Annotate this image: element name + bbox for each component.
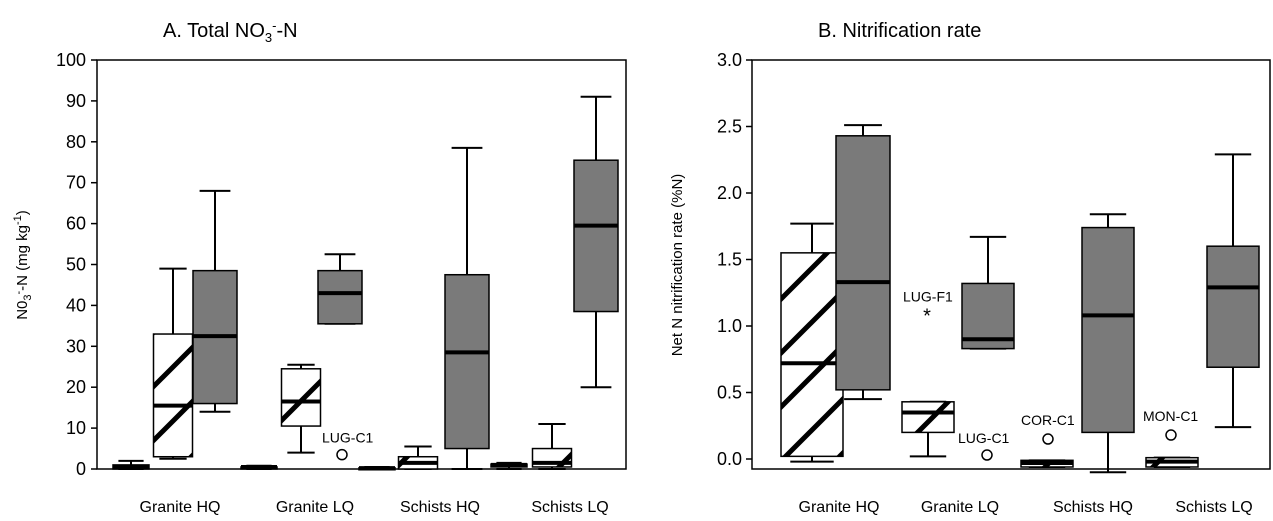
- panel-a-filled-box: [444, 146, 490, 470]
- panel-a-hatched-box: [531, 423, 573, 470]
- panel-b-outlier-label: MON-C1: [1143, 408, 1198, 424]
- panel-a-small-box: [112, 459, 150, 470]
- panel-a-small-box: [490, 461, 528, 470]
- panel-a-boxes: LUG-C1: [112, 95, 619, 471]
- panel-b-hatched-box: [780, 222, 844, 463]
- panel-b-ylabel: Net N nitrification rate (%N): [669, 174, 686, 357]
- panel-a-hatched-box: [152, 267, 194, 460]
- panel-a-category-label: Granite HQ: [140, 499, 221, 516]
- panel-b-outlier-marker: [1165, 429, 1177, 441]
- panel-a-ytick-label: 10: [66, 418, 86, 438]
- panel-b-ytick-label: 1.5: [717, 250, 742, 270]
- panel-a-ytick-label: 30: [66, 336, 86, 356]
- panel-b-filled-box: [961, 235, 1015, 350]
- panel-a-outlier-label: LUG-C1: [322, 430, 374, 446]
- panel-a-hatched-box-box: [152, 333, 194, 458]
- panel-b-category-label: Schists HQ: [1053, 499, 1133, 516]
- panel-a-ytick-label: 60: [66, 214, 86, 234]
- panel-a-filled-box-box: [317, 269, 363, 325]
- panel-a-ytick-label: 90: [66, 91, 86, 111]
- panel-b-title: B. Nitrification rate: [818, 20, 981, 42]
- panel-b-outlier-marker: [1042, 433, 1054, 445]
- panel-a-hatched-box: [397, 445, 439, 470]
- panel-a-hatched-box: [280, 363, 322, 454]
- panel-b-category-label: Granite LQ: [921, 499, 999, 516]
- panel-b-ytick-label: 2.0: [717, 183, 742, 203]
- panel-a-filled-box-box: [573, 159, 619, 313]
- panel-b-filled-box: [835, 124, 891, 401]
- panel-b-filled-box-box: [1081, 226, 1135, 434]
- panel-b-hatched-box: [1020, 459, 1074, 468]
- panel-b-outlier-marker: [981, 449, 993, 461]
- panel-a-ytick-label: 80: [66, 132, 86, 152]
- panel-a-small-box: [358, 465, 396, 471]
- panel-b-frame: [751, 59, 1271, 470]
- panel-a-filled-box: [192, 189, 238, 413]
- panel-a-small-box: [240, 464, 278, 470]
- panel-b-category-label: Schists LQ: [1175, 499, 1252, 516]
- panel-b-hatched-box-box: [780, 252, 844, 458]
- panel-b-outlier-marker: *: [923, 305, 931, 327]
- panel-b-outlier-label: LUG-C1: [958, 430, 1010, 446]
- panel-a-ytick-label: 50: [66, 255, 86, 275]
- panel-b-outlier-label: COR-C1: [1021, 412, 1075, 428]
- panel-b-x-axis: Granite HQ Granite LQ Schists HQ Schists LQ: [799, 499, 1253, 516]
- panel-a-filled-box: [317, 253, 363, 325]
- panel-a-y-axis: 0 10 20 30 40 50 60 70 80 90 100: [56, 50, 97, 479]
- panel-a-filled-box-box: [444, 273, 490, 450]
- panel-b-filled-box: [1206, 153, 1260, 429]
- panel-b-filled-box-box: [1206, 245, 1260, 368]
- panel-b-hatched-box: [901, 400, 955, 458]
- panel-a-ytick-label: 0: [76, 459, 86, 479]
- panel-b-ytick-label: 0.5: [717, 383, 742, 403]
- panel-b-outlier-label: LUG-F1: [903, 288, 953, 304]
- panel-a-outlier-marker: [336, 448, 348, 461]
- panel-a-ytick-label: 40: [66, 295, 86, 315]
- panel-b-hatched-box: [1145, 456, 1199, 468]
- panel-b-ytick-label: 2.5: [717, 117, 742, 137]
- panel-a-ytick-label: 70: [66, 173, 86, 193]
- panel-b-hatched-box-box: [901, 401, 955, 434]
- panel-b-ytick-label: 1.0: [717, 316, 742, 336]
- panel-a-title: A. Total NO3--N: [163, 18, 298, 45]
- panel-a-x-axis: Granite HQ Granite LQ Schists HQ Schists LQ: [140, 499, 609, 516]
- panel-a-ytick-label: 20: [66, 377, 86, 397]
- panel-b-filled-box: [1081, 213, 1135, 474]
- panel-a-category-label: Granite LQ: [276, 499, 354, 516]
- panel-b-ytick-label: 0.0: [717, 449, 742, 469]
- panel-b-ytick-label: 3.0: [717, 50, 742, 70]
- panel-b-category-label: Granite HQ: [799, 499, 880, 516]
- panel-a-ytick-label: 100: [56, 50, 86, 70]
- panel-a-hatched-box-box: [280, 368, 322, 427]
- panel-a: A. Total NO3--N 0 10 20 30 40 50 60 70 80 90 100 N…: [12, 18, 627, 516]
- panel-a-ylabel: N03--N (mg kg-1): [12, 210, 34, 320]
- panel-a-category-label: Schists HQ: [400, 499, 480, 516]
- panel-b: B. Nitrification rate 0.0 0.5 1.0 1.5 2.0 2.5…: [669, 20, 1271, 516]
- panel-b-y-axis: 0.0 0.5 1.0 1.5 2.0 2.5 3.0: [717, 50, 752, 469]
- panel-b-filled-box-box: [835, 135, 891, 391]
- panel-a-category-label: Schists LQ: [531, 499, 608, 516]
- panel-b-boxes: *LUG-F1 LUG-C1 COR-C1 MON-C1: [780, 124, 1260, 474]
- panel-a-filled-box: [573, 95, 619, 389]
